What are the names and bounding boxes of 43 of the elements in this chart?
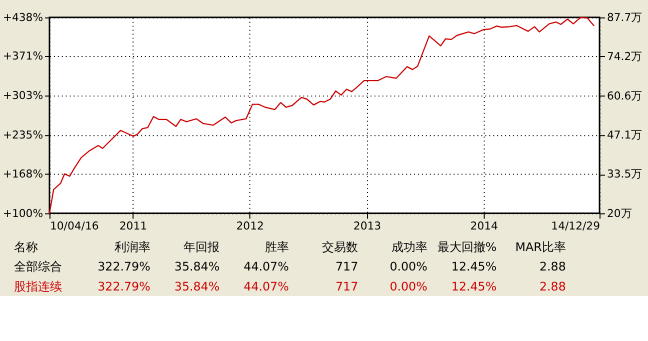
x-tick-label: 2014: [470, 220, 498, 233]
text: 全部综合: [14, 260, 62, 274]
text: MAR比率: [515, 240, 566, 254]
x-tick-label: 14/12/29: [551, 220, 600, 233]
x-tick-label: 10/04/16: [50, 220, 99, 233]
text: 0.00%: [390, 279, 428, 294]
text: 交易数: [322, 240, 358, 254]
text: 成功率: [391, 240, 428, 254]
text: 35.84%: [174, 260, 220, 274]
y2-tick-label: 87.7万: [606, 10, 642, 24]
text: 2.88: [539, 279, 566, 294]
text: 年回报: [184, 240, 220, 254]
y-tick-label: +168%: [2, 167, 44, 180]
y-tick-label: +371%: [2, 50, 44, 63]
x-tick-label: 2011: [119, 220, 148, 233]
y-tick-label: +235%: [2, 128, 44, 142]
text: 利润率: [114, 240, 150, 254]
x-tick-label: 2013: [353, 220, 382, 233]
text: 2.88: [539, 260, 566, 274]
y2-tick-label: 47.1万: [606, 128, 642, 142]
text: 322.79%: [98, 260, 150, 274]
text: 名称: [14, 240, 38, 254]
text: 最大回撤%: [437, 240, 497, 254]
y2-tick-label: 74.2万: [606, 50, 642, 63]
text: 35.84%: [174, 279, 220, 294]
y-tick-label: +438%: [2, 10, 44, 24]
text: 股指连续: [14, 279, 62, 294]
line-series: [48, 16, 594, 214]
text: 12.45%: [451, 260, 497, 274]
text: 0.00%: [390, 260, 428, 274]
y2-tick-label: 33.5万: [606, 168, 642, 181]
text: 322.79%: [98, 279, 150, 294]
text: 717: [335, 279, 358, 294]
text: 717: [335, 260, 358, 274]
text: 胜率: [264, 240, 289, 254]
text: 44.07%: [244, 279, 289, 294]
x-tick-label: 2012: [236, 220, 264, 233]
y2-tick-label: 20万: [606, 206, 632, 220]
y-tick-label: +303%: [2, 89, 44, 102]
text: 44.07%: [244, 260, 289, 274]
y2-tick-label: 60.6万: [606, 89, 642, 102]
text: 12.45%: [451, 279, 497, 294]
y-tick-label: +100%: [2, 206, 44, 220]
